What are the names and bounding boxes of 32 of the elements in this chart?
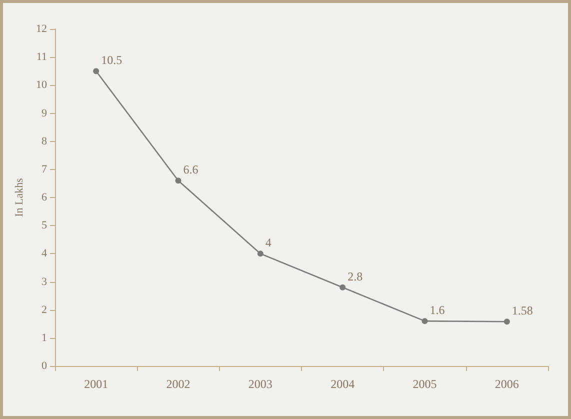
y-tick-label: 0 (42, 360, 48, 372)
y-tick-label: 5 (42, 220, 48, 232)
point (257, 250, 264, 257)
y-tick-label: 9 (42, 107, 48, 120)
y-tick-label: 7 (42, 163, 48, 176)
y-tick-label: 10 (36, 79, 48, 92)
point (175, 178, 182, 184)
point (504, 318, 510, 325)
x-tick-label: 2005 (412, 377, 437, 391)
data-label: 1.6 (430, 303, 445, 318)
y-tick-label: 4 (42, 248, 48, 260)
x-tick-label: 2001 (84, 377, 108, 391)
y-tick-label: 1 (42, 332, 47, 344)
x-tick-label: 2004 (330, 377, 355, 391)
x-tick-label: 2006 (494, 377, 519, 391)
point (93, 68, 100, 74)
data-label: 4 (265, 236, 272, 250)
y-tick-label: 3 (42, 276, 48, 288)
point (340, 284, 346, 290)
data-label: 1.58 (512, 304, 533, 318)
data-label: 2.8 (348, 269, 363, 284)
x-tick-label: 2003 (248, 377, 272, 391)
data-label: 10.5 (101, 53, 122, 68)
y-tick-label: 2 (42, 304, 47, 316)
y-tick-label: 6 (42, 192, 48, 204)
y-tick-label: 12 (36, 23, 47, 35)
y-tick-label: 8 (42, 135, 48, 148)
y-axis-title: In Lakhs (14, 178, 26, 217)
x-tick-label: 2002 (166, 377, 190, 391)
y-tick-label: 11 (36, 51, 47, 64)
data-label: 6.6 (183, 162, 198, 177)
point (422, 318, 428, 324)
